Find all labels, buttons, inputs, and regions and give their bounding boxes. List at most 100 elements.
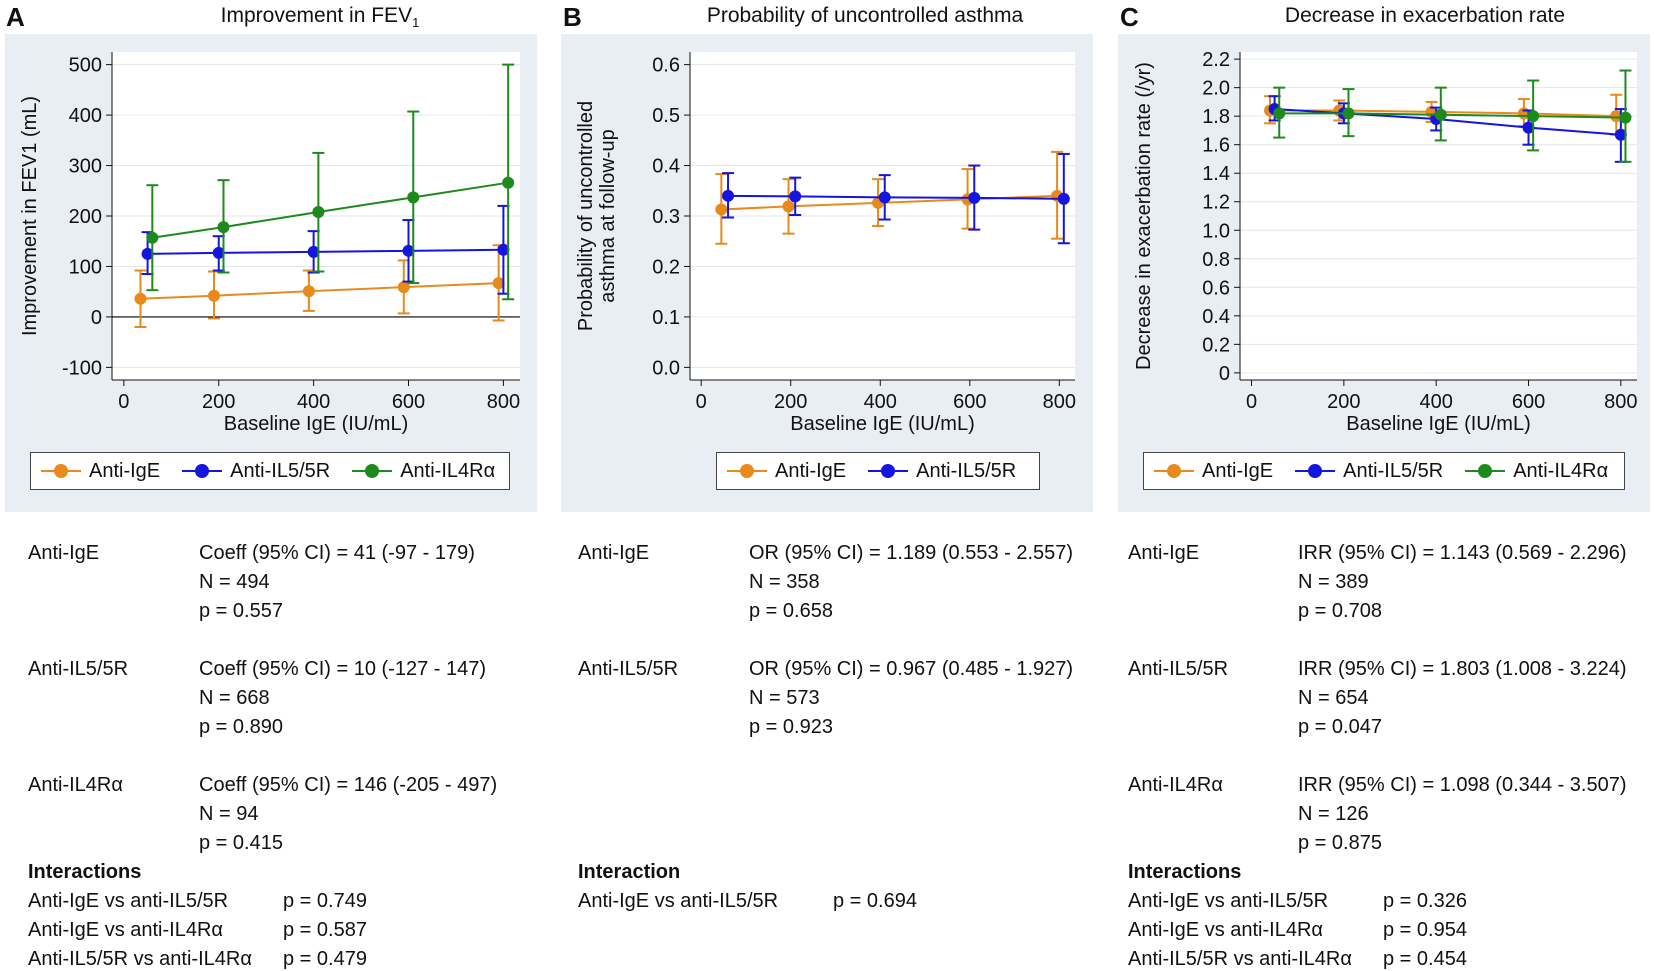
interaction-label: Anti-IgE vs anti-IL5/5R <box>578 890 779 912</box>
data-point-anti-ige <box>715 203 728 216</box>
interaction-p: p = 0.326 <box>1383 890 1467 912</box>
interaction-label: Anti-IL5/5R vs anti-IL4Rα <box>28 948 252 970</box>
stats-group-estimate: OR (95% CI) = 1.189 (0.553 - 2.557) <box>749 542 1074 564</box>
x-tick-label: 600 <box>392 391 425 413</box>
x-tick-label: 200 <box>1327 391 1360 413</box>
data-point-anti-il4r <box>1273 107 1286 120</box>
legend-label: Anti-IL4Rα <box>1513 459 1609 482</box>
interaction-p: p = 0.479 <box>283 948 367 970</box>
y-tick-label: 0.4 <box>652 156 680 178</box>
legend-label: Anti-IgE <box>1202 459 1274 482</box>
data-point-anti-ige <box>397 281 410 294</box>
stats-group-p: p = 0.658 <box>749 600 833 622</box>
interaction-label: Anti-IgE vs anti-IL4Rα <box>28 919 223 941</box>
panel-c-title: Decrease in exacerbation rate <box>1284 4 1566 27</box>
data-point-anti-il5-5r <box>141 247 154 260</box>
data-point-anti-il5-5r <box>497 243 510 256</box>
legend-label: Anti-IL5/5R <box>1343 459 1444 482</box>
legend-marker-icon <box>182 464 223 478</box>
legend-marker-icon <box>1154 464 1194 478</box>
y-tick-label: 400 <box>69 105 102 127</box>
y-tick-label: 1.8 <box>1202 106 1230 128</box>
stats-group-name: Anti-IgE <box>578 542 650 564</box>
y-tick-label: 1.2 <box>1202 192 1230 214</box>
stats-group-estimate: Coeff (95% CI) = 41 (-97 - 179) <box>199 542 475 564</box>
y-tick-label: 2.2 <box>1202 49 1230 71</box>
stats-group-estimate: Coeff (95% CI) = 10 (-127 - 147) <box>199 658 486 680</box>
y-tick-label: 500 <box>69 55 102 77</box>
y-tick-label: 0.6 <box>652 55 680 77</box>
x-axis-label: Baseline IgE (IU/mL) <box>224 413 409 435</box>
stats-group-n: N = 494 <box>199 571 270 593</box>
panel-c-letter: C <box>1120 2 1139 32</box>
stats-group-p: p = 0.923 <box>749 716 833 738</box>
stats-group-p: p = 0.890 <box>199 716 283 738</box>
y-tick-label: -100 <box>62 357 102 379</box>
legend-marker-icon <box>41 464 81 478</box>
interaction-p: p = 0.954 <box>1383 919 1467 941</box>
panel-a-title: Improvement in FEV1 <box>120 4 520 30</box>
y-axis-label: Decrease in exacerbation rate (/yr) <box>1133 62 1155 370</box>
panel-b-title: Probability of uncontrolled asthma <box>706 4 1024 27</box>
data-point-anti-il4r <box>146 231 159 244</box>
stats-group-n: N = 126 <box>1298 803 1369 825</box>
panel-a-title-subscript: 1 <box>412 15 420 31</box>
data-point-anti-il5-5r <box>968 191 981 204</box>
y-tick-label: 2.0 <box>1202 78 1230 100</box>
data-point-anti-ige <box>302 285 315 298</box>
y-axis-label: Probability of uncontrolled <box>575 101 597 331</box>
data-point-anti-il4r <box>217 221 230 234</box>
data-point-anti-il5-5r <box>878 191 891 204</box>
stats-group-n: N = 94 <box>199 803 259 825</box>
data-point-anti-ige <box>492 277 505 290</box>
panel-a-stats: Anti-IgE Coeff (95% CI) = 41 (-97 - 179)… <box>28 538 548 970</box>
interactions-heading: Interactions <box>28 861 142 883</box>
interaction-p: p = 0.749 <box>283 890 367 912</box>
charts-canvas: -100 0 100 200 300 400 500 0 200 400 600 800 Baselin… <box>19 49 1638 435</box>
data-point-anti-il5-5r <box>212 246 225 259</box>
panel-b-letter: B <box>563 2 582 32</box>
stats-group-name: Anti-IL5/5R <box>1128 658 1229 680</box>
y-tick-label: 0 <box>91 307 102 329</box>
data-point-anti-il4r <box>407 191 420 204</box>
interactions-heading: Interaction <box>578 861 681 883</box>
y-tick-label: 300 <box>69 156 102 178</box>
data-point-anti-il4r <box>1342 107 1355 120</box>
x-tick-label: 200 <box>202 391 235 413</box>
data-point-anti-ige <box>134 292 147 305</box>
data-point-anti-il5-5r <box>307 245 320 258</box>
stats-group-name: Anti-IgE <box>28 542 100 564</box>
y-tick-label: 0.8 <box>1202 249 1230 271</box>
y-tick-label: 0.1 <box>652 307 680 329</box>
y-tick-label: 1.0 <box>1202 220 1230 242</box>
legend-marker-icon <box>1465 464 1506 478</box>
legend-label: Anti-IL5/5R <box>916 459 1017 482</box>
interaction-label: Anti-IgE vs anti-IL5/5R <box>1128 890 1329 912</box>
x-tick-label: 0 <box>696 391 707 413</box>
panel-b-stats: Anti-IgE OR (95% CI) = 1.189 (0.553 - 2.… <box>578 538 1108 968</box>
stats-group-p: p = 0.047 <box>1298 716 1382 738</box>
stats-group-n: N = 389 <box>1298 571 1369 593</box>
legend-item-anti-ige: Anti-IgE <box>41 460 160 483</box>
interaction-p: p = 0.694 <box>833 890 917 912</box>
x-axis-label: Baseline IgE (IU/mL) <box>790 413 975 435</box>
y-tick-label: 0.5 <box>652 105 680 127</box>
interaction-label: Anti-IgE vs anti-IL5/5R <box>28 890 229 912</box>
panel-a-title-main: Improvement in FEV <box>220 4 413 27</box>
legend-marker-icon <box>1295 464 1336 478</box>
x-tick-label: 800 <box>1604 391 1637 413</box>
y-tick-label: 0.3 <box>652 206 680 228</box>
stats-group-name: Anti-IL5/5R <box>28 658 129 680</box>
data-point-anti-il5-5r <box>402 244 415 257</box>
stats-group-n: N = 358 <box>749 571 820 593</box>
panel-a-legend: Anti-IgE Anti-IL5/5R Anti-IL4Rα <box>30 452 510 490</box>
data-point-anti-il4r <box>1619 111 1632 124</box>
stats-group-p: p = 0.557 <box>199 600 283 622</box>
legend-marker-icon <box>868 464 909 478</box>
legend-marker-icon <box>352 464 393 478</box>
x-tick-label: 400 <box>864 391 897 413</box>
x-tick-label: 600 <box>953 391 986 413</box>
x-tick-label: 400 <box>1420 391 1453 413</box>
legend-item-anti-ige: Anti-IgE <box>727 460 846 483</box>
panel-c-legend: Anti-IgE Anti-IL5/5R Anti-IL4Rα <box>1143 452 1625 490</box>
